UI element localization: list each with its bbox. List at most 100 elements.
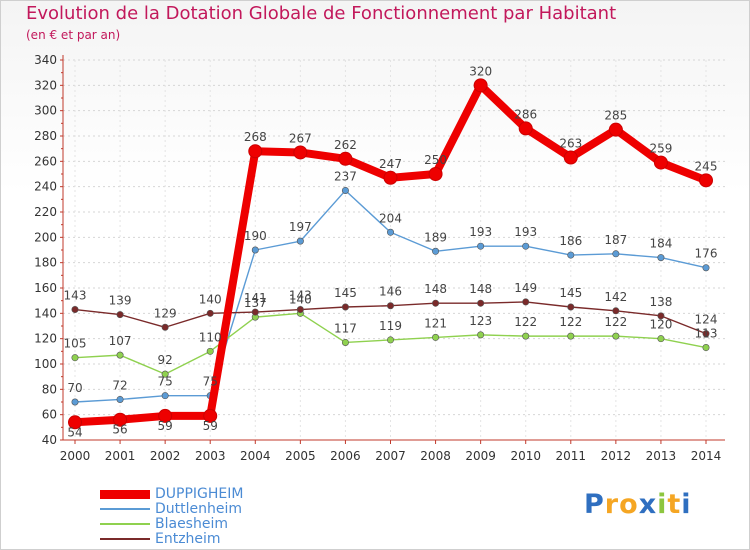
data-point xyxy=(567,332,575,340)
data-label: 142 xyxy=(604,290,627,304)
data-label: 54 xyxy=(67,425,82,439)
data-label: 193 xyxy=(514,225,537,239)
data-label: 117 xyxy=(334,321,357,335)
data-point xyxy=(657,312,665,320)
y-tick-label: 60 xyxy=(42,408,57,422)
y-tick-label: 280 xyxy=(34,129,57,143)
data-point xyxy=(386,228,394,236)
data-point xyxy=(116,395,124,403)
data-point xyxy=(657,254,665,262)
chart-title: Evolution de la Dotation Globale de Fonc… xyxy=(26,3,617,24)
data-point xyxy=(612,332,620,340)
data-label: 176 xyxy=(695,247,718,261)
data-label: 237 xyxy=(334,169,357,183)
x-tick-label: 2007 xyxy=(375,449,406,463)
logo-letter: i xyxy=(681,489,692,520)
y-tick-label: 260 xyxy=(34,154,57,168)
data-point xyxy=(161,392,169,400)
y-tick-label: 200 xyxy=(34,230,57,244)
logo-letter: r xyxy=(604,489,620,520)
data-point xyxy=(386,336,394,344)
data-label: 184 xyxy=(649,237,672,251)
x-tick-label: 2008 xyxy=(420,449,451,463)
data-point xyxy=(563,150,578,165)
data-point xyxy=(206,309,214,317)
data-point xyxy=(71,398,79,406)
x-tick-label: 2000 xyxy=(60,449,91,463)
data-label: 140 xyxy=(199,292,222,306)
data-label: 92 xyxy=(158,353,173,367)
legend-swatch-blaesheim xyxy=(100,523,150,525)
legend-label-entzheim: Entzheim xyxy=(155,531,221,547)
data-label: 259 xyxy=(649,142,672,156)
data-label: 75 xyxy=(158,375,173,389)
data-label: 137 xyxy=(244,296,267,310)
data-label: 140 xyxy=(289,292,312,306)
data-label: 122 xyxy=(604,315,627,329)
data-label: 197 xyxy=(289,220,312,234)
data-point xyxy=(702,264,710,272)
y-tick-label: 120 xyxy=(34,332,57,346)
data-label: 286 xyxy=(514,107,537,121)
x-tick-label: 2009 xyxy=(465,449,496,463)
data-label: 143 xyxy=(64,289,87,303)
data-point xyxy=(116,351,124,359)
logo-letter: o xyxy=(619,489,639,520)
data-point xyxy=(341,338,349,346)
logo-letter: x xyxy=(638,489,658,520)
data-label: 267 xyxy=(289,131,312,145)
data-point xyxy=(161,370,169,378)
data-label: 320 xyxy=(469,64,492,78)
data-label: 285 xyxy=(604,109,627,123)
data-label: 70 xyxy=(67,381,82,395)
data-point xyxy=(518,121,533,136)
data-label: 113 xyxy=(695,327,718,341)
data-label: 190 xyxy=(244,229,267,243)
logo-letter: t xyxy=(667,489,682,520)
data-point xyxy=(522,298,530,306)
x-tick-label: 2014 xyxy=(691,449,722,463)
data-point xyxy=(477,331,485,339)
data-point xyxy=(113,412,128,427)
legend-swatch-duttlenheim xyxy=(100,508,150,510)
data-label: 148 xyxy=(469,282,492,296)
data-label: 105 xyxy=(64,337,87,351)
y-tick-label: 80 xyxy=(42,382,57,396)
legend-label-duttlenheim: Duttlenheim xyxy=(155,501,243,517)
data-label: 119 xyxy=(379,319,402,333)
data-label: 110 xyxy=(199,330,222,344)
y-tick-label: 160 xyxy=(34,281,57,295)
data-point xyxy=(158,408,173,423)
data-label: 263 xyxy=(559,137,582,151)
y-tick-label: 140 xyxy=(34,306,57,320)
x-tick-label: 2013 xyxy=(646,449,677,463)
data-point xyxy=(477,242,485,250)
data-point xyxy=(522,242,530,250)
x-tick-label: 2010 xyxy=(510,449,541,463)
data-point xyxy=(251,246,259,254)
y-tick-label: 240 xyxy=(34,180,57,194)
x-tick-label: 2002 xyxy=(150,449,181,463)
data-label: 268 xyxy=(244,130,267,144)
data-point xyxy=(386,302,394,310)
data-label: 145 xyxy=(334,286,357,300)
data-point xyxy=(702,330,710,338)
data-label: 148 xyxy=(424,282,447,296)
data-label: 122 xyxy=(514,315,537,329)
x-tick-label: 2005 xyxy=(285,449,316,463)
data-label: 123 xyxy=(469,314,492,328)
x-tick-label: 2006 xyxy=(330,449,361,463)
data-point xyxy=(612,307,620,315)
data-label: 124 xyxy=(695,313,718,327)
data-point xyxy=(567,303,575,311)
legend-label-blaesheim: Blaesheim xyxy=(155,516,228,532)
data-point xyxy=(432,299,440,307)
data-point xyxy=(338,151,353,166)
data-point xyxy=(567,251,575,259)
y-tick-label: 40 xyxy=(42,433,57,447)
data-point xyxy=(251,308,259,316)
data-point xyxy=(341,186,349,194)
data-point xyxy=(608,122,623,137)
